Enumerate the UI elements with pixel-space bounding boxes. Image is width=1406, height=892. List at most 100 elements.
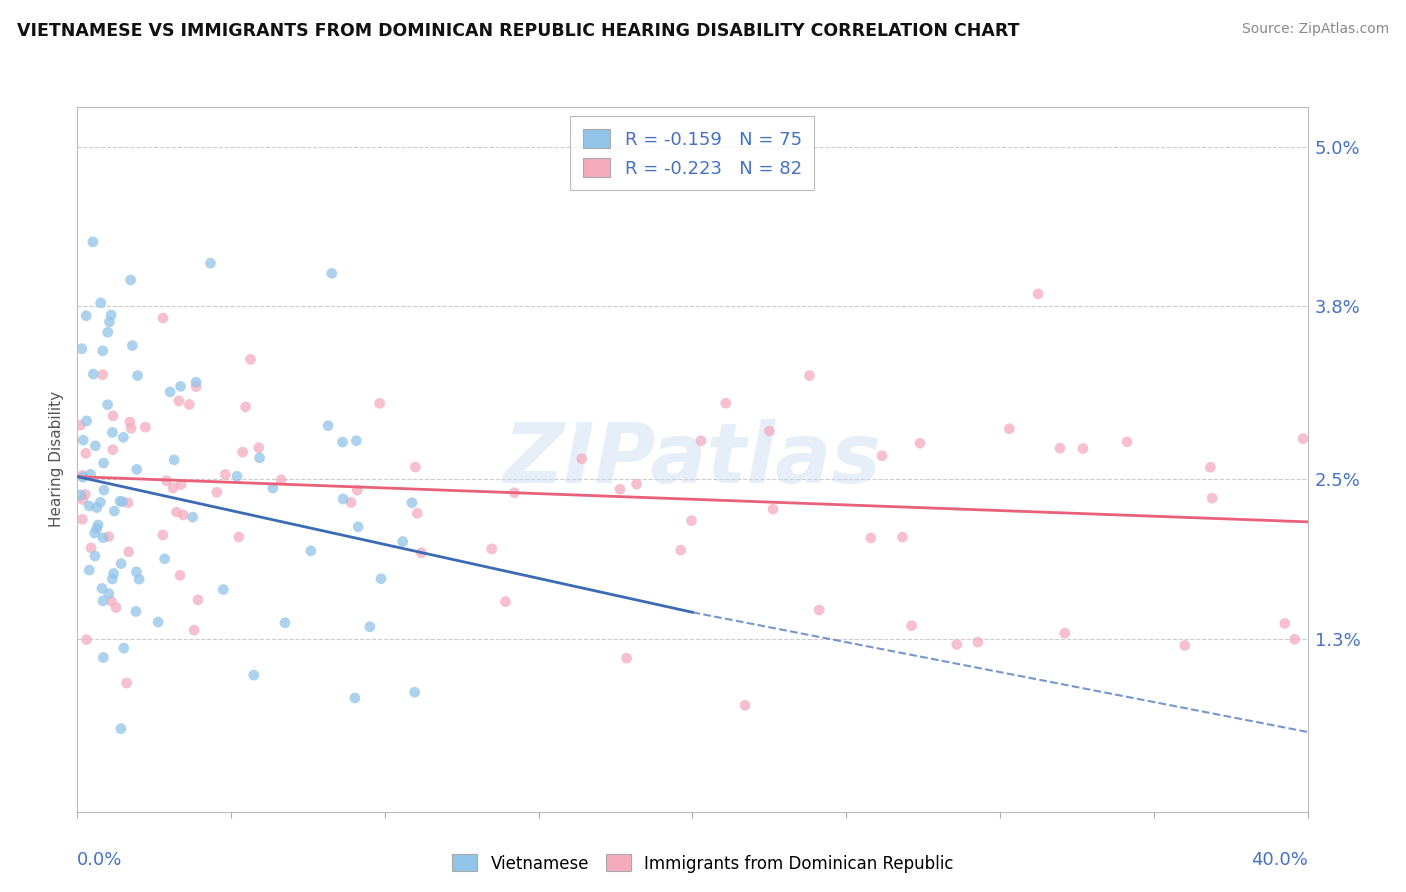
Point bbox=[86, 522, 108, 536]
Point bbox=[125, 604, 148, 618]
Point bbox=[101, 409, 124, 423]
Point bbox=[626, 477, 648, 491]
Point bbox=[76, 414, 98, 428]
Point bbox=[121, 338, 143, 352]
Point bbox=[101, 442, 124, 457]
Point bbox=[262, 481, 284, 495]
Point bbox=[1274, 616, 1296, 631]
Point bbox=[162, 481, 184, 495]
Point bbox=[72, 492, 94, 507]
Point bbox=[316, 418, 339, 433]
Point bbox=[155, 474, 177, 488]
Text: ZIPatlas: ZIPatlas bbox=[503, 419, 882, 500]
Point bbox=[101, 425, 124, 440]
Point bbox=[97, 398, 120, 412]
Point bbox=[69, 488, 91, 502]
Point bbox=[117, 545, 139, 559]
Point bbox=[128, 572, 150, 586]
Point bbox=[100, 594, 122, 608]
Point bbox=[125, 462, 148, 476]
Point bbox=[186, 379, 208, 393]
Point bbox=[1174, 639, 1197, 653]
Point bbox=[97, 326, 120, 340]
Point bbox=[481, 541, 503, 556]
Point bbox=[274, 615, 297, 630]
Point bbox=[340, 495, 363, 509]
Point bbox=[205, 485, 228, 500]
Point bbox=[169, 568, 191, 582]
Point bbox=[79, 563, 101, 577]
Point bbox=[72, 433, 94, 447]
Point bbox=[235, 400, 257, 414]
Point bbox=[368, 396, 391, 410]
Point bbox=[89, 495, 111, 509]
Point bbox=[72, 468, 94, 483]
Point bbox=[359, 620, 381, 634]
Point bbox=[108, 494, 131, 508]
Point bbox=[249, 450, 271, 465]
Point bbox=[75, 487, 97, 501]
Point bbox=[1292, 432, 1315, 446]
Point bbox=[69, 418, 91, 433]
Point bbox=[172, 508, 194, 522]
Point bbox=[344, 434, 367, 448]
Point bbox=[184, 376, 207, 390]
Point bbox=[609, 482, 631, 496]
Point bbox=[120, 421, 142, 435]
Point bbox=[86, 500, 108, 515]
Point bbox=[97, 530, 120, 544]
Point bbox=[112, 430, 135, 444]
Point bbox=[127, 368, 149, 383]
Point bbox=[159, 384, 181, 399]
Point bbox=[762, 502, 785, 516]
Point bbox=[870, 449, 893, 463]
Point bbox=[1116, 434, 1139, 449]
Point bbox=[183, 623, 205, 637]
Point bbox=[1199, 460, 1222, 475]
Point bbox=[494, 594, 516, 608]
Point bbox=[87, 518, 110, 533]
Point bbox=[105, 600, 128, 615]
Point bbox=[226, 469, 249, 483]
Point bbox=[681, 514, 703, 528]
Point bbox=[75, 446, 97, 460]
Point bbox=[1026, 286, 1049, 301]
Point bbox=[343, 690, 366, 705]
Point bbox=[82, 235, 104, 249]
Point bbox=[945, 637, 967, 651]
Point bbox=[110, 557, 132, 571]
Point bbox=[152, 528, 174, 542]
Point bbox=[404, 460, 426, 475]
Point bbox=[187, 592, 209, 607]
Point bbox=[799, 368, 821, 383]
Point bbox=[859, 531, 882, 545]
Text: 0.0%: 0.0% bbox=[77, 851, 122, 869]
Point bbox=[91, 650, 114, 665]
Point bbox=[214, 467, 236, 482]
Point bbox=[91, 343, 114, 358]
Point bbox=[110, 722, 132, 736]
Point bbox=[93, 483, 115, 497]
Point bbox=[1053, 626, 1076, 640]
Point bbox=[90, 296, 112, 310]
Point bbox=[321, 266, 343, 280]
Point bbox=[72, 512, 94, 526]
Point bbox=[690, 434, 713, 448]
Point bbox=[83, 526, 105, 541]
Point bbox=[212, 582, 235, 597]
Point bbox=[120, 273, 142, 287]
Point bbox=[503, 485, 526, 500]
Y-axis label: Hearing Disability: Hearing Disability bbox=[49, 392, 65, 527]
Point bbox=[391, 534, 413, 549]
Point bbox=[1071, 442, 1094, 456]
Point bbox=[91, 582, 114, 596]
Point bbox=[1201, 491, 1223, 505]
Point bbox=[153, 552, 176, 566]
Point bbox=[169, 379, 191, 393]
Point bbox=[112, 641, 135, 656]
Point bbox=[72, 470, 94, 484]
Point bbox=[80, 541, 103, 555]
Point bbox=[91, 594, 114, 608]
Point bbox=[179, 397, 201, 411]
Point bbox=[100, 308, 122, 322]
